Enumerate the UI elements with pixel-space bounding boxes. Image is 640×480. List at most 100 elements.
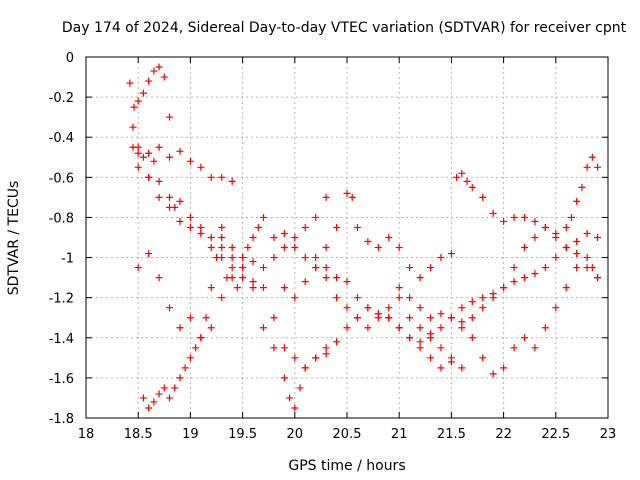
x-axis-label: GPS time / hours xyxy=(288,458,405,474)
data-point-marker xyxy=(500,217,508,225)
data-point-marker xyxy=(364,238,372,246)
data-point-marker xyxy=(333,294,341,302)
x-tick-label: 19 xyxy=(182,427,199,442)
data-point-marker xyxy=(166,394,174,402)
data-point-marker xyxy=(322,193,330,201)
data-point-marker xyxy=(520,244,528,252)
data-point-marker xyxy=(301,254,309,262)
y-tick-label: -1.8 xyxy=(49,412,74,427)
data-point-marker xyxy=(207,284,215,292)
data-point-marker xyxy=(447,314,455,322)
data-point-marker xyxy=(500,364,508,372)
data-point-marker xyxy=(166,203,174,211)
data-point-marker xyxy=(510,344,518,352)
data-point-marker xyxy=(541,324,549,332)
data-point-marker xyxy=(145,173,153,181)
data-point-marker xyxy=(139,394,147,402)
data-point-marker xyxy=(458,364,466,372)
data-point-marker xyxy=(171,384,179,392)
data-point-marker xyxy=(333,223,341,231)
data-point-marker xyxy=(286,394,294,402)
data-point-marker xyxy=(249,234,257,241)
data-point-marker xyxy=(126,79,134,87)
y-axis: 0 -0.2 -0.4 -0.6 -0.8 -1 -1.2 -1.4 -1.6 -1.8 xyxy=(49,51,608,427)
data-point-marker xyxy=(416,344,424,352)
data-point-marker xyxy=(322,274,330,282)
data-point-marker xyxy=(489,209,497,217)
data-point-marker xyxy=(312,264,320,272)
data-point-marker xyxy=(348,193,356,201)
data-point-marker xyxy=(594,274,602,282)
data-point-marker xyxy=(155,274,163,282)
data-point-marker xyxy=(520,274,528,282)
data-point-marker xyxy=(588,153,596,161)
data-point-marker xyxy=(160,73,168,81)
data-point-marker xyxy=(594,234,602,241)
data-point-marker xyxy=(374,310,382,318)
data-point-marker xyxy=(291,404,299,412)
data-point-marker xyxy=(343,189,351,197)
data-point-marker xyxy=(270,234,278,241)
x-tick-label: 22 xyxy=(495,427,512,442)
data-point-marker xyxy=(207,244,215,252)
x-tick-label: 18.5 xyxy=(124,427,153,442)
data-point-marker xyxy=(280,374,288,382)
data-point-marker xyxy=(150,157,158,165)
data-point-marker xyxy=(186,354,194,362)
data-point-marker xyxy=(333,338,341,346)
data-point-marker xyxy=(166,113,174,121)
data-point-marker xyxy=(322,350,330,358)
data-point-marker xyxy=(145,149,153,157)
data-point-marker xyxy=(322,264,330,272)
data-point-marker xyxy=(416,274,424,282)
data-point-marker xyxy=(437,310,445,318)
data-point-marker xyxy=(468,334,476,342)
data-point-marker xyxy=(270,344,278,352)
data-point-marker xyxy=(510,213,518,221)
data-point-marker xyxy=(155,63,163,71)
data-point-marker xyxy=(353,223,361,231)
data-point-marker xyxy=(155,143,163,151)
data-point-marker xyxy=(129,123,137,131)
data-point-marker xyxy=(270,314,278,322)
data-point-marker xyxy=(395,284,403,292)
data-point-marker xyxy=(458,304,466,312)
data-point-marker xyxy=(228,244,236,252)
data-point-marker xyxy=(531,234,539,241)
data-point-marker xyxy=(176,324,184,332)
data-point-marker xyxy=(353,294,361,302)
y-tick-label: -1.4 xyxy=(49,332,74,347)
data-point-marker xyxy=(176,147,184,155)
data-point-marker xyxy=(291,234,299,241)
data-point-marker xyxy=(374,244,382,252)
data-point-marker xyxy=(427,330,435,338)
data-point-marker xyxy=(197,229,205,237)
x-tick-label: 21.5 xyxy=(437,427,466,442)
data-point-marker xyxy=(427,354,435,362)
y-tick-label: 0 xyxy=(66,51,74,66)
data-point-marker xyxy=(296,384,304,392)
data-point-marker xyxy=(254,223,262,231)
data-point-marker xyxy=(437,364,445,372)
data-point-marker xyxy=(218,234,226,241)
data-point-marker xyxy=(353,314,361,322)
data-point-marker xyxy=(437,344,445,352)
data-point-marker xyxy=(510,278,518,286)
data-point-marker xyxy=(583,163,591,171)
data-point-marker xyxy=(479,294,487,302)
data-point-marker xyxy=(427,264,435,272)
data-point-marker xyxy=(385,234,393,241)
data-point-marker xyxy=(166,153,174,161)
data-point-marker xyxy=(447,250,455,258)
data-point-marker xyxy=(333,274,341,282)
data-point-marker xyxy=(150,398,158,406)
data-point-marker xyxy=(155,390,163,398)
data-point-marker xyxy=(270,254,278,262)
data-point-marker xyxy=(406,294,414,302)
data-point-marker xyxy=(181,364,189,372)
data-point-marker xyxy=(573,197,581,205)
data-points xyxy=(126,63,602,412)
data-point-marker xyxy=(249,258,257,266)
data-point-marker xyxy=(541,223,549,231)
